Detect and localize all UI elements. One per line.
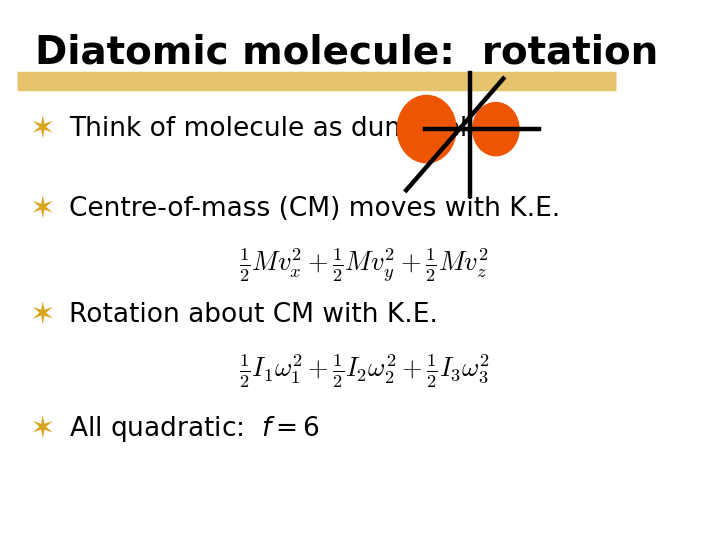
Text: $\frac{1}{2}Mv_x^2 + \frac{1}{2}Mv_y^2 + \frac{1}{2}Mv_z^2$: $\frac{1}{2}Mv_x^2 + \frac{1}{2}Mv_y^2 +…	[239, 246, 489, 284]
Ellipse shape	[397, 96, 456, 163]
Text: Diatomic molecule:  rotation: Diatomic molecule: rotation	[35, 33, 658, 71]
Text: ✶: ✶	[29, 114, 55, 144]
Text: ✶: ✶	[29, 301, 55, 330]
Text: Rotation about CM with K.E.: Rotation about CM with K.E.	[69, 302, 438, 328]
Text: All quadratic:  $f = 6$: All quadratic: $f = 6$	[69, 415, 320, 444]
Text: ✶: ✶	[29, 415, 55, 444]
Text: ✶: ✶	[29, 194, 55, 224]
Ellipse shape	[473, 103, 519, 156]
Text: Centre-of-mass (CM) moves with K.E.: Centre-of-mass (CM) moves with K.E.	[69, 196, 560, 222]
Text: Think of molecule as dumbbell:: Think of molecule as dumbbell:	[69, 116, 484, 142]
Text: $\frac{1}{2}I_1\omega_1^2 + \frac{1}{2}I_2\omega_2^2 + \frac{1}{2}I_3\omega_3^2$: $\frac{1}{2}I_1\omega_1^2 + \frac{1}{2}I…	[239, 352, 490, 390]
